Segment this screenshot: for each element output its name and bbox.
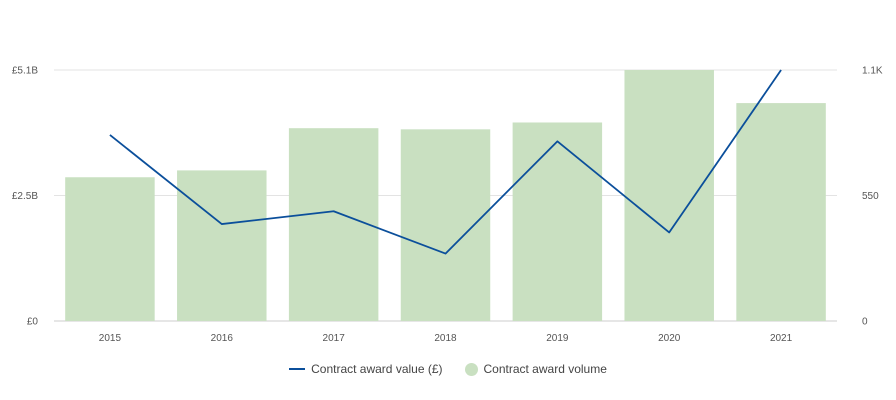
bar-volume[interactable] — [624, 70, 714, 321]
line-point[interactable] — [555, 139, 560, 144]
bar-volume[interactable] — [288, 128, 379, 321]
x-tick-label: 2018 — [434, 333, 457, 344]
legend-line-swatch — [289, 368, 306, 370]
y-left-tick-label: £0 — [27, 317, 39, 328]
y-right-tick-label: 0 — [862, 317, 868, 328]
y-left-tick-label: £2.5B — [12, 191, 38, 202]
bar-volume[interactable] — [512, 122, 603, 322]
line-point[interactable] — [443, 251, 448, 256]
line-point[interactable] — [779, 68, 784, 73]
x-tick-label: 2015 — [99, 333, 122, 344]
line-point[interactable] — [107, 132, 112, 137]
line-point[interactable] — [667, 230, 672, 235]
legend-label-volume: Contract award volume — [483, 362, 607, 376]
axes: £0 £2.5B £5.1B 0 550 1.1K 2015 2016 2017 2018 2019… — [12, 66, 883, 345]
y-left-tick-label: £5.1B — [12, 66, 38, 77]
legend-item-value[interactable]: Contract award value (£) — [289, 362, 443, 376]
legend: Contract award value (£) Contract award … — [0, 362, 896, 376]
legend-item-volume[interactable]: Contract award volume — [464, 362, 607, 376]
y-right-tick-label: 550 — [862, 191, 879, 202]
y-right-tick-label: 1.1K — [862, 66, 883, 77]
x-tick-label: 2020 — [658, 333, 681, 344]
line-value-series[interactable] — [109, 69, 782, 255]
x-tick-label: 2019 — [546, 333, 569, 344]
bar-volume[interactable] — [736, 103, 826, 321]
bar-volume[interactable] — [400, 129, 491, 321]
line-point[interactable] — [331, 209, 336, 214]
legend-dot-swatch — [464, 362, 478, 376]
bar-volume[interactable] — [65, 177, 155, 321]
legend-label-value: Contract award value (£) — [311, 362, 443, 376]
bar-volume[interactable] — [177, 170, 267, 321]
value-line — [107, 68, 784, 256]
bars — [65, 70, 826, 322]
x-tick-label: 2021 — [770, 333, 793, 344]
x-tick-label: 2016 — [211, 333, 234, 344]
x-tick-label: 2017 — [323, 333, 346, 344]
line-point[interactable] — [219, 222, 224, 227]
